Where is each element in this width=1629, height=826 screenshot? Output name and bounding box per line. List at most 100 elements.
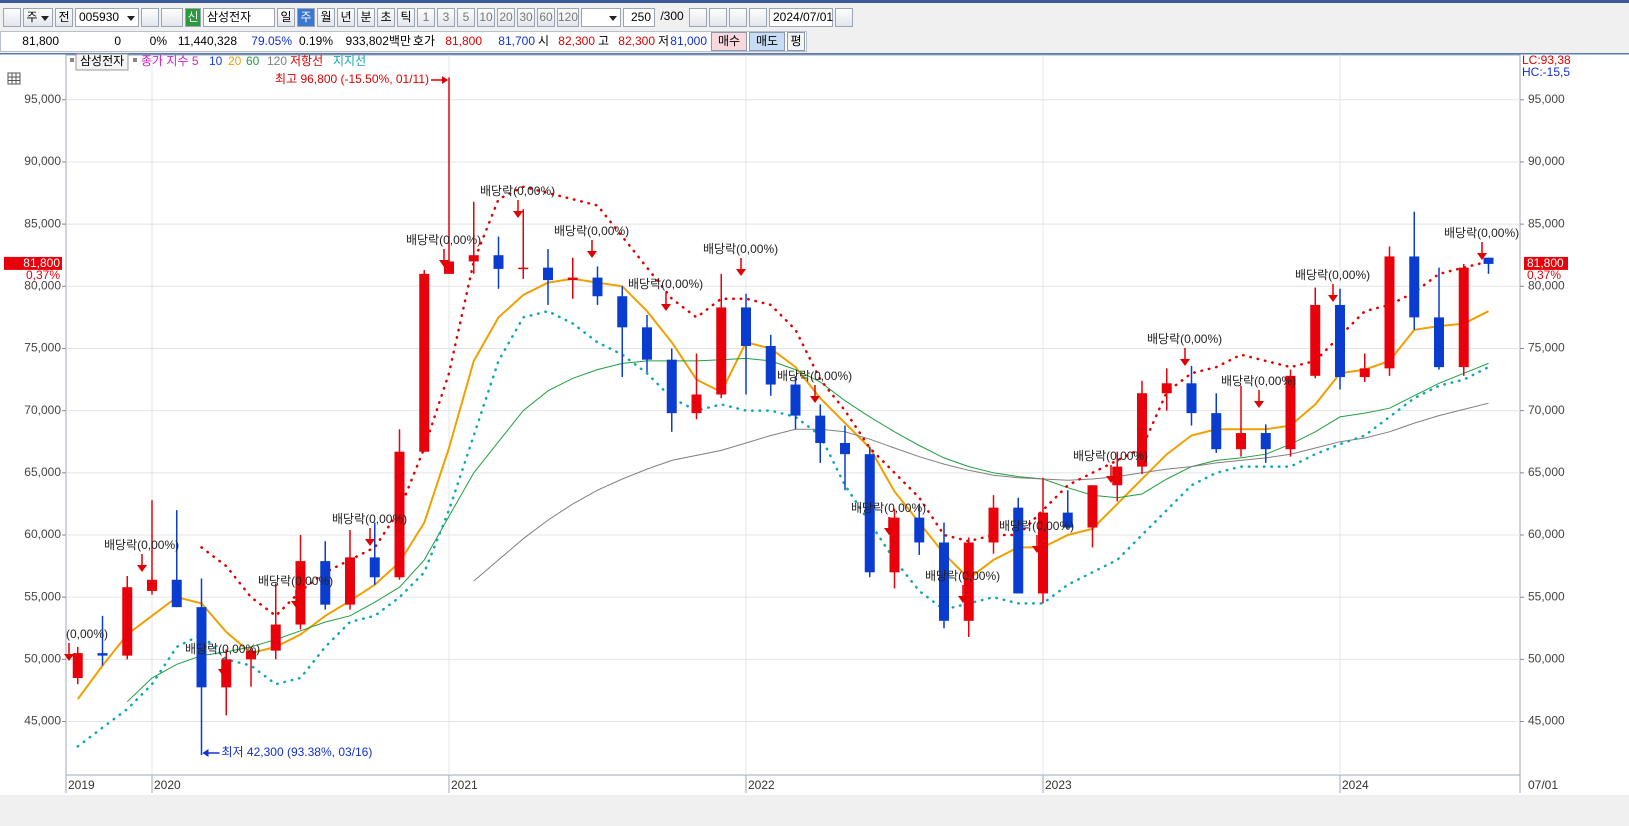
legend-entry: 종가 지수 5 <box>141 54 199 68</box>
candle-body <box>221 659 232 688</box>
toolbar-icon[interactable] <box>141 8 159 27</box>
toolbar-button[interactable]: 005930 <box>75 8 139 27</box>
y-tick-label: 55,000 <box>24 589 61 603</box>
toolbar-button[interactable]: 120 <box>557 8 579 27</box>
toolbar-button[interactable]: 주 <box>23 8 53 27</box>
high-arrow-head <box>442 76 448 84</box>
candle-body <box>592 277 603 297</box>
quote-row: 81,800 0 0% 11,440,328 79.05% 0.19% 933,802백만 호… <box>0 31 807 52</box>
toolbar-button[interactable]: 3 <box>437 8 455 27</box>
legend-entry: 저항선 <box>290 54 323 68</box>
candle-body <box>840 442 850 455</box>
candle-body <box>1062 512 1073 528</box>
candle-body <box>270 624 281 651</box>
legend-marker <box>70 58 74 62</box>
quote-field: 81,800 <box>22 34 59 48</box>
candle-body <box>642 327 652 360</box>
toolbar-button[interactable]: 분 <box>357 8 375 27</box>
toolbar-button[interactable]: 주 <box>297 8 315 27</box>
buy-button[interactable]: 매수 <box>711 32 747 51</box>
quote-field: 79.05% <box>251 34 292 48</box>
toolbar-button[interactable]: 60 <box>537 8 555 27</box>
toolbar-icon[interactable] <box>729 8 747 27</box>
toolbar-button[interactable]: 250 <box>623 8 655 27</box>
candle-body <box>320 561 331 605</box>
toolbar-button[interactable]: 10 <box>477 8 495 27</box>
legend-entry: 20 <box>228 54 242 68</box>
dividend-arrow-head <box>439 260 449 267</box>
low-arrow-head <box>202 749 209 757</box>
candle-body <box>716 307 727 395</box>
candle-body <box>1310 304 1321 376</box>
toolbar-button[interactable]: 2024/07/01 <box>769 8 833 27</box>
candle-body <box>1236 433 1246 450</box>
dividend-label: 배당락(0,00%) <box>851 501 926 515</box>
toolbar-button[interactable]: 30 <box>517 8 535 27</box>
toolbar-icon[interactable] <box>689 8 707 27</box>
dividend-label: 배당락(0,00%) <box>1295 268 1370 282</box>
level-line <box>200 185 1490 618</box>
x-tick-label: 2021 <box>451 778 478 792</box>
toolbar-button[interactable]: /300 <box>660 9 684 23</box>
toolbar-button[interactable]: 신 <box>185 8 201 27</box>
legend-title: 삼성전자 <box>80 54 124 68</box>
toolbar-icon[interactable] <box>709 8 727 27</box>
toolbar-button[interactable]: 초 <box>377 8 395 27</box>
candle-body <box>196 607 207 688</box>
toolbar-button[interactable]: 틱 <box>397 8 415 27</box>
dividend-label: 배당락(0,00%) <box>1147 332 1222 346</box>
grid-icon <box>7 72 21 85</box>
toolbar-icon[interactable] <box>3 8 21 27</box>
dividend-arrow-head <box>587 251 597 258</box>
x-tick-label: 07/01 <box>1528 778 1558 792</box>
dividend-label: 배당락(0,00%) <box>258 574 333 588</box>
toolbar-button[interactable]: 5 <box>457 8 475 27</box>
y-tick-label: 75,000 <box>24 341 61 355</box>
quote-field: 저 <box>657 34 669 48</box>
legend-marker <box>133 58 137 62</box>
toolbar-button[interactable]: 전 <box>55 8 73 27</box>
toolbar-button[interactable]: 1 <box>417 8 435 27</box>
dividend-arrow-head <box>884 528 894 535</box>
toolbar-icon[interactable] <box>835 8 853 27</box>
candle-body <box>1409 256 1420 318</box>
toolbar-icon[interactable] <box>749 8 767 27</box>
candle-body <box>1161 383 1172 394</box>
toolbar-button[interactable]: 삼성전자 <box>203 8 275 27</box>
toolbar-button[interactable]: 20 <box>497 8 515 27</box>
candle-body <box>72 653 83 679</box>
candle-body <box>567 277 578 281</box>
dividend-label: 배당락(0,00%) <box>185 642 260 656</box>
dividend-label: 배당락(0,00%) <box>1444 226 1519 240</box>
candle-body <box>1434 317 1444 368</box>
candle-body <box>815 415 826 443</box>
candle-body <box>345 557 355 605</box>
dividend-label: 배당락(0,00%) <box>1073 449 1148 463</box>
y-tick-label: 95,000 <box>24 92 61 106</box>
x-tick-label: 2020 <box>154 778 181 792</box>
candle-body <box>914 517 925 543</box>
plot-layer: 45,000 45,000 50,000 50,000 55,000 55,000 60,0… <box>4 53 1571 793</box>
dividend-label: 배당락(0,00%) <box>925 569 1000 583</box>
sell-button[interactable]: 매도 <box>749 32 785 51</box>
dividend-label: 배당락(0,00%) <box>999 519 1074 533</box>
toolbar-button[interactable]: 월 <box>317 8 335 27</box>
chart-top-border <box>0 53 1629 55</box>
toolbar-button[interactable]: 년 <box>337 8 355 27</box>
legend-entry: 10 <box>209 54 223 68</box>
dividend-arrow-head <box>365 539 375 546</box>
candle-body <box>444 261 454 274</box>
candle-body <box>1458 267 1469 368</box>
toolbar-icon[interactable] <box>161 8 183 27</box>
avg-button[interactable]: 평 <box>787 32 805 51</box>
candle-body <box>1285 375 1296 450</box>
toolbar-button[interactable]: 일 <box>277 8 295 27</box>
level-line <box>76 309 1490 748</box>
toolbar-dropdown[interactable] <box>581 8 621 27</box>
y-tick-label: 55,000 <box>1528 589 1565 603</box>
quote-field: 933,802백만 <box>345 34 411 48</box>
candle-body <box>617 296 628 328</box>
legend-entry: 60 <box>246 54 260 68</box>
quote-field: 82,300 <box>618 34 655 48</box>
